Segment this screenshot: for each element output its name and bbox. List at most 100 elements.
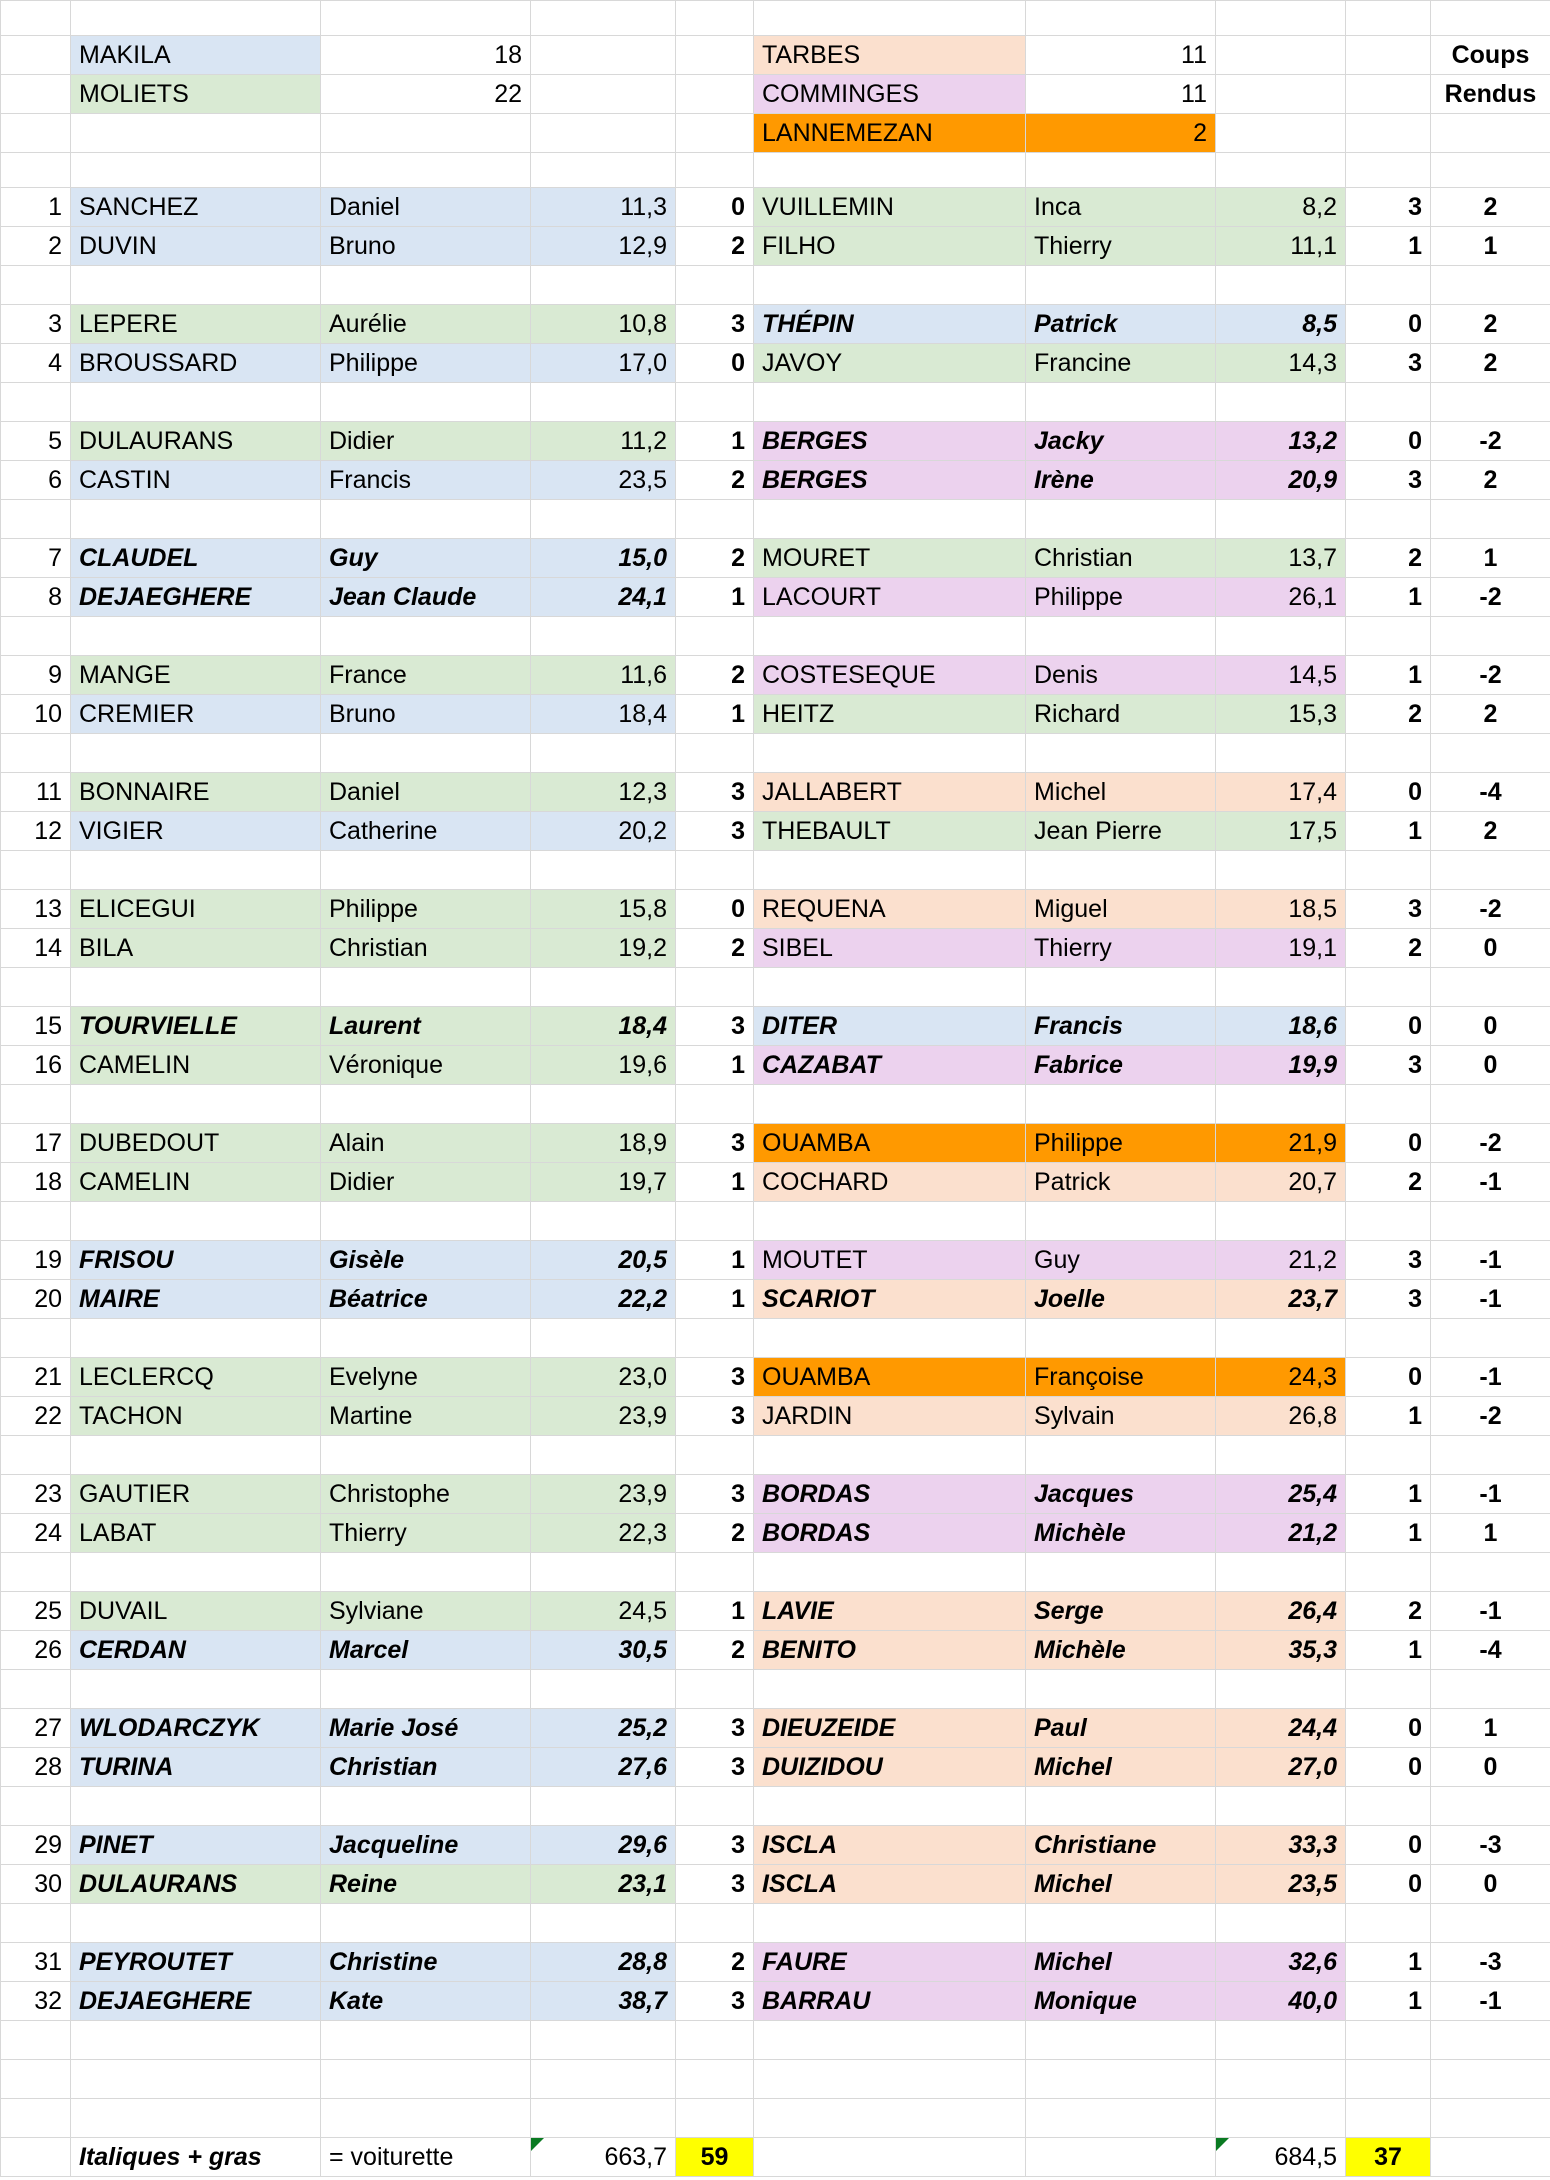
spacer-cell (1025, 1903, 1216, 1943)
right-player-index: 40,0 (1215, 1981, 1346, 2021)
right-team-score: 11 (1025, 35, 1216, 75)
spacer-cell (0, 1084, 71, 1124)
spacer-row (0, 2059, 1550, 2099)
left-player-points: 2 (675, 1513, 754, 1553)
right-player-points: 2 (1345, 1591, 1431, 1631)
spacer-cell (1215, 850, 1346, 890)
table-row: 31 PEYROUTET Christine 28,8 2 FAURE Michel 32,6… (0, 1942, 1550, 1982)
left-player-points: 3 (675, 1474, 754, 1514)
left-player-firstname: Christine (320, 1942, 531, 1982)
left-player-firstname: Francis (320, 460, 531, 500)
coups-rendus-value: 0 (1430, 1747, 1550, 1787)
spacer-cell (1430, 2020, 1550, 2060)
spacer-row (0, 1903, 1550, 1943)
left-player-index: 24,1 (530, 577, 676, 617)
spacer-cell (320, 733, 531, 773)
right-player-firstname: Paul (1025, 1708, 1216, 1748)
right-player-index: 14,3 (1215, 343, 1346, 383)
table-row: 32 DEJAEGHERE Kate 38,7 3 BARRAU Monique 40,0 1-… (0, 1981, 1550, 2021)
spacer-cell (1345, 2020, 1431, 2060)
left-player-lastname: WLODARCZYK (70, 1708, 321, 1748)
spacer-cell (320, 499, 531, 539)
table-row: 1 SANCHEZ Daniel 11,3 0 VUILLEMIN Inca 8,2 3 2 (0, 187, 1550, 227)
row-rank: 22 (0, 1396, 71, 1436)
footer-pad-cell (0, 2137, 71, 2177)
header-pad-cell (1215, 35, 1346, 75)
header-pad-cell (1345, 35, 1431, 75)
right-player-index: 18,6 (1215, 1006, 1346, 1046)
spacer-cell (0, 1318, 71, 1358)
right-player-index: 20,9 (1215, 460, 1346, 500)
header-row: MAKILA 18 TARBES 11 Coups (0, 35, 1550, 75)
spacer-cell (1345, 1201, 1431, 1241)
header-pad-cell (1430, 113, 1550, 153)
right-player-firstname: Monique (1025, 1981, 1216, 2021)
row-rank: 15 (0, 1006, 71, 1046)
spacer-cell (70, 2098, 321, 2138)
spacer-cell (70, 382, 321, 422)
spacer-cell (70, 1318, 321, 1358)
table-row: 24 LABAT Thierry 22,3 2 BORDAS Michèle 21,2 1 1 (0, 1513, 1550, 1553)
row-rank: 26 (0, 1630, 71, 1670)
spacer-cell (1215, 2098, 1346, 2138)
spacer-cell (753, 850, 1026, 890)
spacer-cell (1025, 152, 1216, 188)
right-player-points: 2 (1345, 694, 1431, 734)
comment-flag-icon (531, 2138, 544, 2151)
left-player-firstname: Philippe (320, 343, 531, 383)
header-pad-cell (1215, 113, 1346, 153)
spacer-cell (675, 382, 754, 422)
spacer-cell (320, 265, 531, 305)
right-player-index: 27,0 (1215, 1747, 1346, 1787)
right-player-lastname: DUIZIDOU (753, 1747, 1026, 1787)
left-player-lastname: DUBEDOUT (70, 1123, 321, 1163)
coups-header-line2: Rendus (1430, 74, 1550, 114)
spacer-cell (1025, 1084, 1216, 1124)
spacer-cell (1215, 1084, 1346, 1124)
spacer-cell (1215, 1786, 1346, 1826)
right-player-points: 1 (1345, 811, 1431, 851)
spacer-cell (530, 2020, 676, 2060)
left-player-points: 3 (675, 1825, 754, 1865)
left-player-index: 27,6 (530, 1747, 676, 1787)
right-player-lastname: VUILLEMIN (753, 187, 1026, 227)
left-player-firstname: Sylviane (320, 1591, 531, 1631)
spacer-cell (320, 1669, 531, 1709)
spacer-cell (0, 2098, 71, 2138)
spacer-cell (1025, 1435, 1216, 1475)
row-rank: 2 (0, 226, 71, 266)
spacer-cell (530, 1435, 676, 1475)
table-row: 30 DULAURANS Reine 23,1 3 ISCLA Michel 23,5 0 0 (0, 1864, 1550, 1904)
left-player-firstname: Aurélie (320, 304, 531, 344)
left-player-points: 2 (675, 1942, 754, 1982)
right-player-points: 0 (1345, 1747, 1431, 1787)
right-player-firstname: Michel (1025, 1942, 1216, 1982)
right-player-index: 20,7 (1215, 1162, 1346, 1202)
spacer-cell (0, 382, 71, 422)
left-player-firstname: Thierry (320, 1513, 531, 1553)
table-row: 26 CERDAN Marcel 30,5 2 BENITO Michèle 35,3 1 -4 (0, 1630, 1550, 1670)
table-row: 11 BONNAIRE Daniel 12,3 3 JALLABERT Michel 17,4… (0, 772, 1550, 812)
coups-rendus-value: 2 (1430, 694, 1550, 734)
spacer-cell (1430, 850, 1550, 890)
totals-row: Italiques + gras = voiturette 663,7 59 684,5… (0, 2137, 1550, 2177)
spacer-cell (0, 1903, 71, 1943)
coups-rendus-value: -2 (1430, 577, 1550, 617)
table-row: 28 TURINA Christian 27,6 3 DUIZIDOU Michel 27,0… (0, 1747, 1550, 1787)
spacer-cell (530, 1201, 676, 1241)
spacer-cell (1215, 1552, 1346, 1592)
spacer-cell (1345, 1318, 1431, 1358)
spacer-row (0, 1669, 1550, 1709)
header-pad-cell (320, 113, 531, 153)
spacer-cell (753, 152, 1026, 188)
spacer-cell (1025, 2098, 1216, 2138)
left-player-lastname: TACHON (70, 1396, 321, 1436)
spacer-cell (70, 1669, 321, 1709)
spacer-cell (70, 499, 321, 539)
right-player-index: 14,5 (1215, 655, 1346, 695)
spacer-cell (70, 1552, 321, 1592)
spacer-cell (530, 265, 676, 305)
table-row: 17 DUBEDOUT Alain 18,9 3 OUAMBA Philippe 21,9 0-… (0, 1123, 1550, 1163)
table-row: 22 TACHON Martine 23,9 3 JARDIN Sylvain 26,8 1 -2 (0, 1396, 1550, 1436)
coups-rendus-value: 2 (1430, 343, 1550, 383)
